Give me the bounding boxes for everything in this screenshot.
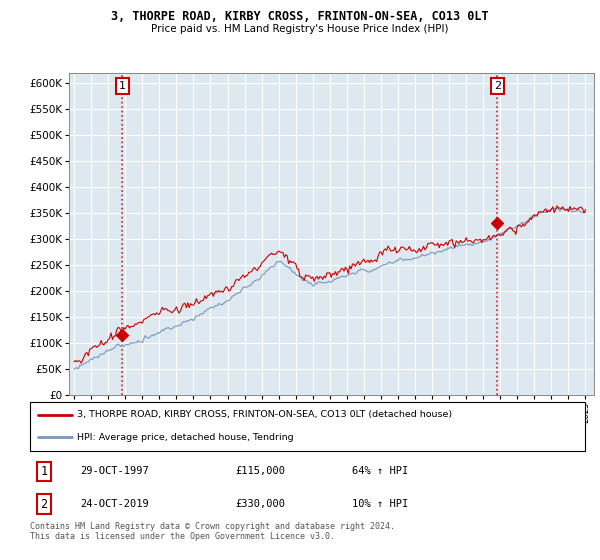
Text: 10% ↑ HPI: 10% ↑ HPI [352, 499, 408, 509]
Text: 2: 2 [40, 498, 47, 511]
Text: 1: 1 [119, 81, 126, 91]
Text: £115,000: £115,000 [235, 466, 286, 477]
Text: 2: 2 [494, 81, 501, 91]
Text: 64% ↑ HPI: 64% ↑ HPI [352, 466, 408, 477]
Text: HPI: Average price, detached house, Tendring: HPI: Average price, detached house, Tend… [77, 433, 294, 442]
Text: 3, THORPE ROAD, KIRBY CROSS, FRINTON-ON-SEA, CO13 0LT (detached house): 3, THORPE ROAD, KIRBY CROSS, FRINTON-ON-… [77, 410, 452, 419]
Text: 3, THORPE ROAD, KIRBY CROSS, FRINTON-ON-SEA, CO13 0LT: 3, THORPE ROAD, KIRBY CROSS, FRINTON-ON-… [111, 10, 489, 23]
Text: Price paid vs. HM Land Registry's House Price Index (HPI): Price paid vs. HM Land Registry's House … [151, 24, 449, 34]
Text: Contains HM Land Registry data © Crown copyright and database right 2024.
This d: Contains HM Land Registry data © Crown c… [30, 522, 395, 542]
Text: 1: 1 [40, 465, 47, 478]
Text: 24-OCT-2019: 24-OCT-2019 [80, 499, 149, 509]
Text: 29-OCT-1997: 29-OCT-1997 [80, 466, 149, 477]
Text: £330,000: £330,000 [235, 499, 286, 509]
